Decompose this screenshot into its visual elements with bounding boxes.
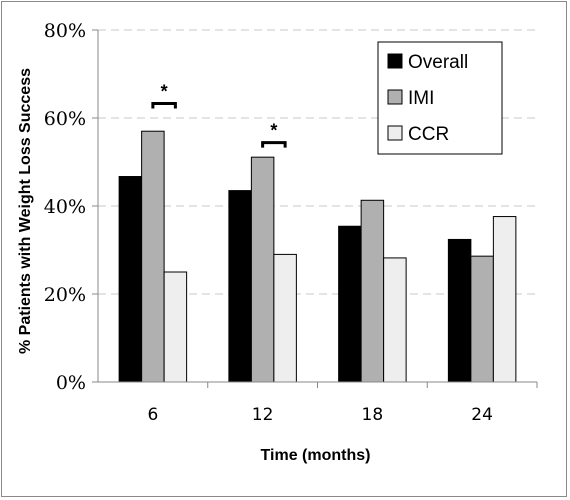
x-tick-labels: 6 12 18 24	[147, 382, 538, 425]
bar-ccr-6	[163, 271, 188, 383]
bars	[118, 130, 517, 383]
x-axis-title: Time (months)	[261, 447, 371, 464]
bar-imi-18	[360, 199, 385, 383]
significance-annotations: **	[151, 81, 287, 148]
bar-ccr-12	[273, 253, 297, 383]
bar-imi-6	[141, 130, 165, 383]
legend-swatch-ccr	[387, 125, 403, 141]
x-tick-label: 24	[471, 405, 493, 425]
y-tick-label: 80%	[44, 20, 86, 42]
legend-swatch-imi	[387, 89, 403, 105]
legend-items: Overall IMI CCR	[387, 52, 468, 145]
y-tick-label: 60%	[44, 108, 86, 130]
bar-imi-24	[470, 255, 494, 383]
bar-overall-24	[447, 238, 472, 383]
x-tick-label: 18	[362, 405, 384, 425]
y-axis-title: % Patients with Weight Loss Success	[17, 68, 34, 354]
y-tick-labels: 0% 20% 40% 60% 80%	[44, 20, 98, 394]
significance-star: *	[270, 121, 277, 141]
bar-overall-6	[118, 176, 143, 383]
legend-label-imi: IMI	[408, 88, 434, 109]
y-tick-label: 40%	[44, 196, 86, 218]
x-tick-label: 12	[252, 405, 274, 425]
bar-imi-12	[250, 156, 275, 383]
legend-label-ccr: CCR	[408, 124, 449, 145]
y-tick-label: 0%	[56, 372, 86, 394]
bar-overall-18	[338, 225, 362, 383]
significance-star: *	[161, 81, 168, 101]
legend-swatch-overall	[387, 53, 403, 69]
legend: Overall IMI CCR	[377, 41, 503, 155]
y-tick-label: 20%	[44, 284, 86, 306]
bar-overall-12	[228, 190, 252, 383]
legend-label-overall: Overall	[408, 52, 468, 73]
bar-ccr-24	[492, 216, 517, 383]
bar-ccr-18	[383, 257, 407, 383]
significance-bracket	[261, 141, 287, 148]
significance-bracket	[151, 101, 177, 109]
x-tick-label: 6	[147, 405, 158, 425]
